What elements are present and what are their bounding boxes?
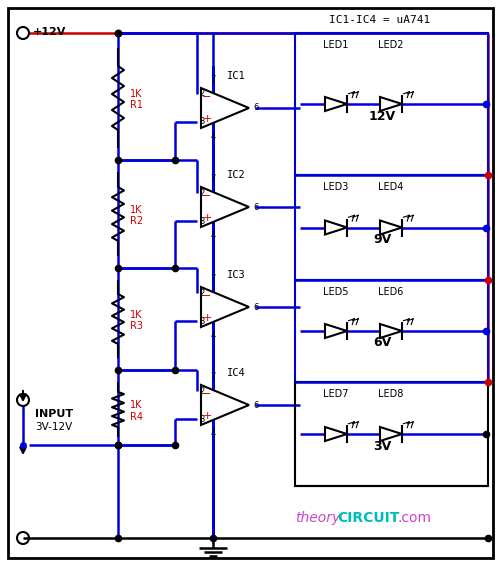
Text: INPUT: INPUT — [35, 409, 73, 419]
Polygon shape — [380, 324, 402, 338]
Text: .com: .com — [398, 511, 432, 525]
Text: 7: 7 — [210, 274, 216, 283]
Text: LED3: LED3 — [323, 182, 349, 192]
Text: 3: 3 — [199, 414, 204, 424]
Text: +12V: +12V — [33, 27, 66, 37]
Text: LED5: LED5 — [323, 287, 349, 297]
Text: 3V-12V: 3V-12V — [35, 422, 72, 432]
Text: IC3: IC3 — [227, 270, 246, 280]
Text: +: + — [202, 114, 212, 124]
Text: 2: 2 — [199, 289, 204, 298]
Polygon shape — [201, 88, 249, 128]
Polygon shape — [201, 187, 249, 227]
Text: 9V: 9V — [373, 233, 392, 246]
Text: theory: theory — [295, 511, 340, 525]
Text: 6: 6 — [253, 303, 259, 311]
Text: LED7: LED7 — [323, 389, 349, 399]
Text: 1K: 1K — [130, 400, 142, 411]
Polygon shape — [380, 427, 402, 441]
Polygon shape — [380, 221, 402, 235]
Text: +: + — [202, 411, 212, 421]
Text: R2: R2 — [130, 216, 143, 226]
Text: −: − — [202, 291, 212, 301]
Polygon shape — [325, 97, 347, 111]
Text: 7: 7 — [210, 75, 216, 84]
Polygon shape — [325, 324, 347, 338]
Text: 6: 6 — [253, 104, 259, 112]
Text: 3: 3 — [199, 217, 204, 226]
Polygon shape — [380, 97, 402, 111]
Text: −: − — [202, 92, 212, 102]
Text: LED8: LED8 — [378, 389, 404, 399]
Text: 4: 4 — [210, 331, 215, 340]
Text: 3: 3 — [199, 316, 204, 325]
Text: IC4: IC4 — [227, 368, 246, 378]
Text: 2: 2 — [199, 387, 204, 396]
Text: 7: 7 — [210, 174, 216, 183]
Text: 7: 7 — [210, 372, 216, 381]
Text: −: − — [202, 389, 212, 399]
Text: R4: R4 — [130, 412, 143, 421]
Text: +: + — [202, 313, 212, 323]
Text: IC1-IC4 = uA741: IC1-IC4 = uA741 — [329, 15, 431, 25]
Text: 1K: 1K — [130, 205, 142, 215]
Text: 1K: 1K — [130, 310, 142, 320]
Text: IC1: IC1 — [227, 71, 246, 81]
Polygon shape — [201, 287, 249, 327]
Text: LED1: LED1 — [323, 40, 349, 50]
Polygon shape — [325, 221, 347, 235]
Text: 2: 2 — [199, 188, 204, 197]
Polygon shape — [201, 385, 249, 425]
Text: 3: 3 — [199, 117, 204, 126]
Text: R3: R3 — [130, 321, 143, 331]
Text: 6: 6 — [253, 400, 259, 409]
Text: 6V: 6V — [373, 336, 392, 349]
Text: 6: 6 — [253, 202, 259, 211]
Text: IC2: IC2 — [227, 170, 246, 180]
Text: LED6: LED6 — [378, 287, 404, 297]
Text: 1K: 1K — [130, 89, 142, 99]
Text: LED2: LED2 — [378, 40, 404, 50]
Polygon shape — [325, 427, 347, 441]
Text: −: − — [202, 191, 212, 201]
Text: 2: 2 — [199, 90, 204, 99]
Text: 3V: 3V — [373, 439, 392, 452]
Text: +: + — [202, 213, 212, 223]
Text: 4: 4 — [210, 231, 215, 240]
Text: 4: 4 — [210, 132, 215, 141]
Text: 4: 4 — [210, 429, 215, 438]
Text: 12V: 12V — [369, 109, 396, 122]
Text: LED4: LED4 — [378, 182, 404, 192]
Text: R1: R1 — [130, 100, 143, 110]
Text: CIRCUIT: CIRCUIT — [337, 511, 399, 525]
